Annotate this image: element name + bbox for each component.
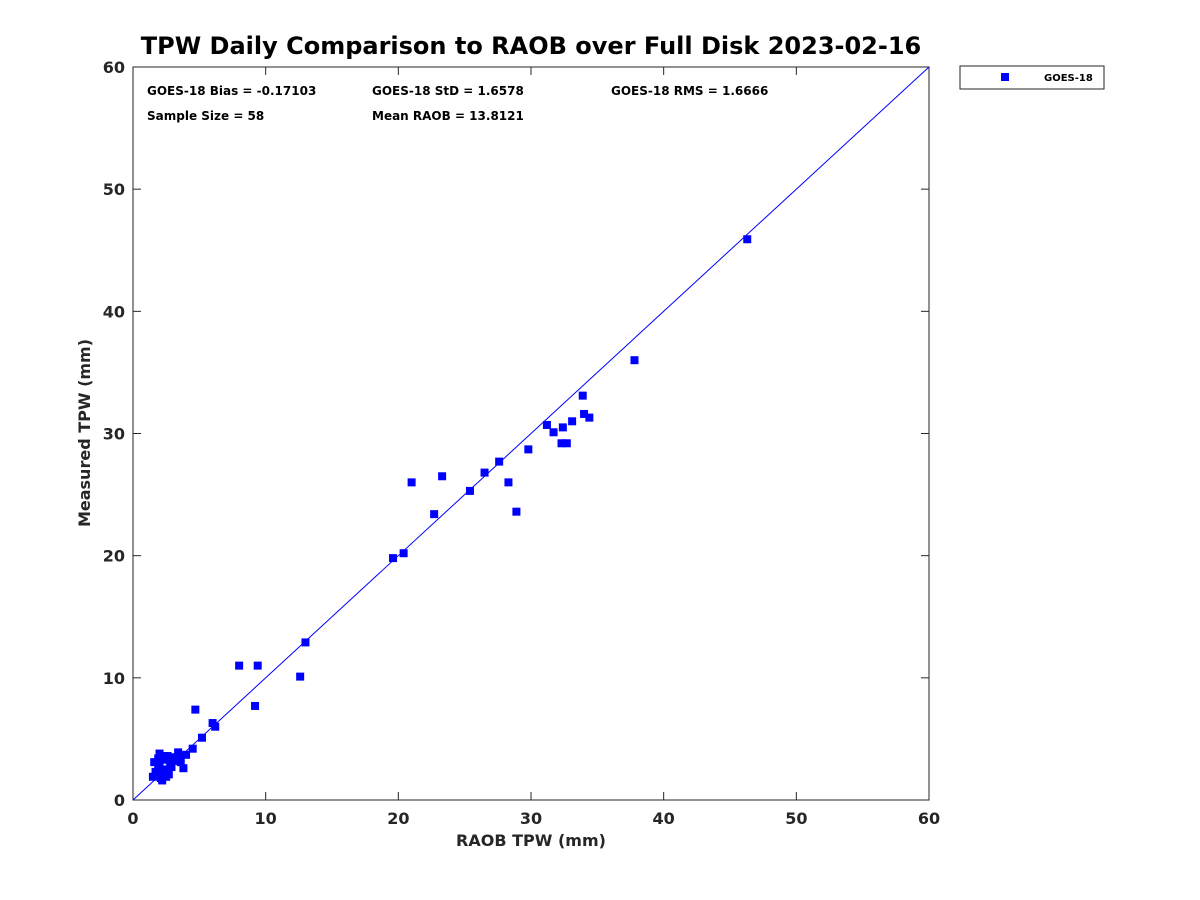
data-point [512, 507, 521, 516]
y-tick-label: 20 [103, 547, 125, 566]
data-point [542, 420, 551, 429]
data-point [465, 486, 474, 495]
x-tick-label: 50 [785, 809, 807, 828]
data-point [162, 772, 171, 781]
data-point [301, 638, 310, 647]
data-point [480, 468, 489, 477]
data-point [253, 661, 262, 670]
y-tick-label: 60 [103, 58, 125, 77]
data-point [585, 413, 594, 422]
x-tick-label: 10 [255, 809, 277, 828]
data-point [389, 554, 398, 563]
data-point [549, 428, 558, 437]
x-tick-label: 30 [520, 809, 542, 828]
stat-bias: GOES-18 Bias = -0.17103 [147, 84, 316, 98]
data-point [188, 744, 197, 753]
one-to-one-line [132, 66, 930, 801]
legend-marker [1001, 73, 1009, 81]
data-point [182, 750, 191, 759]
data-point [524, 445, 533, 454]
data-point [174, 748, 183, 757]
data-point [578, 391, 587, 400]
data-point [580, 409, 589, 418]
data-point [191, 705, 200, 714]
data-point [167, 763, 176, 772]
legend-label: GOES-18 [1044, 73, 1093, 84]
x-tick-label: 60 [918, 809, 940, 828]
y-tick-label: 50 [103, 180, 125, 199]
data-point [562, 439, 571, 448]
x-axis-label: RAOB TPW (mm) [456, 831, 606, 850]
stat-sample-size: Sample Size = 58 [147, 109, 264, 123]
data-point [504, 478, 513, 487]
y-tick-label: 40 [103, 302, 125, 321]
data-point [197, 733, 206, 742]
data-point [438, 472, 447, 481]
data-point [430, 510, 439, 519]
data-point [251, 701, 260, 710]
x-tick-label: 40 [653, 809, 675, 828]
data-point [235, 661, 244, 670]
data-point [495, 457, 504, 466]
data-point [176, 758, 185, 767]
y-tick-label: 10 [103, 669, 125, 688]
data-point [399, 549, 408, 558]
data-point [179, 764, 188, 773]
x-tick-label: 0 [127, 809, 138, 828]
reference-line-group [132, 66, 930, 801]
stat-mean-raob: Mean RAOB = 13.8121 [372, 109, 524, 123]
data-point [557, 439, 566, 448]
data-point [630, 356, 639, 365]
data-point [163, 752, 172, 761]
data-point [407, 478, 416, 487]
data-points [148, 235, 752, 785]
legend-box [959, 65, 1105, 90]
data-point [151, 767, 160, 776]
y-axis-label: Measured TPW (mm) [75, 339, 94, 527]
data-point [211, 722, 220, 731]
x-tick-label: 20 [387, 809, 409, 828]
data-point [155, 749, 164, 758]
legend: GOES-18 [959, 65, 1105, 90]
stat-rms: GOES-18 RMS = 1.6666 [611, 84, 768, 98]
data-point [558, 423, 567, 432]
y-tick-label: 30 [103, 425, 125, 444]
data-point [296, 672, 305, 681]
data-point [568, 417, 577, 426]
data-point [162, 765, 171, 774]
data-point [743, 235, 752, 244]
chart-title: TPW Daily Comparison to RAOB over Full D… [141, 32, 922, 60]
axis-ticks: 0 10 20 30 40 50 60 0 10 20 30 40 50 60 [103, 58, 940, 828]
stat-std: GOES-18 StD = 1.6578 [372, 84, 524, 98]
y-tick-label: 0 [114, 791, 125, 810]
